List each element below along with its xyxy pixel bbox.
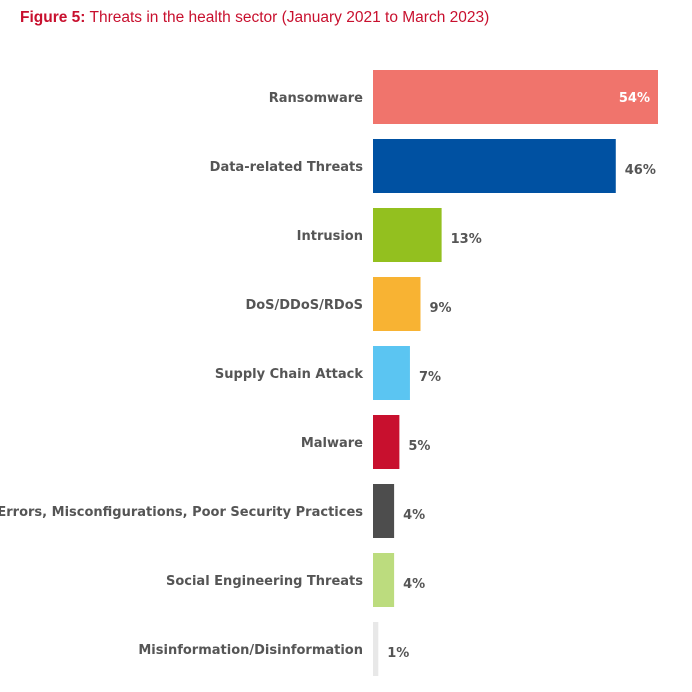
bar-data-related-threats bbox=[373, 139, 616, 193]
figure-title-text: Threats in the health sector (January 20… bbox=[89, 9, 490, 26]
bar-errors-misconfigurations-poor-security-practices bbox=[373, 484, 395, 538]
bar-malware bbox=[373, 415, 400, 469]
figure-title: Figure 5: Threats in the health sector (… bbox=[20, 9, 489, 27]
bar-ransomware bbox=[373, 70, 658, 124]
category-label-supply-chain-attack: Supply Chain Attack bbox=[215, 367, 363, 382]
category-label-intrusion: Intrusion bbox=[297, 229, 363, 244]
bar-dos-ddos-rdos bbox=[373, 277, 421, 331]
value-label-data-related-threats: 46% bbox=[625, 163, 656, 178]
value-label-malware: 5% bbox=[408, 439, 430, 454]
bar-intrusion bbox=[373, 208, 442, 262]
category-label-data-related-threats: Data-related Threats bbox=[210, 160, 364, 175]
figure-number: Figure 5: bbox=[20, 9, 86, 26]
category-label-dos-ddos-rdos: DoS/DDoS/RDoS bbox=[245, 298, 363, 313]
category-label-social-engineering-threats: Social Engineering Threats bbox=[166, 574, 363, 589]
value-label-misinformation-disinformation: 1% bbox=[387, 646, 409, 661]
bar-supply-chain-attack bbox=[373, 346, 410, 400]
category-label-misinformation-disinformation: Misinformation/Disinformation bbox=[138, 643, 363, 658]
category-label-ransomware: Ransomware bbox=[269, 91, 363, 106]
value-label-dos-ddos-rdos: 9% bbox=[430, 301, 452, 316]
category-label-malware: Malware bbox=[301, 436, 363, 451]
value-label-errors-misconfigurations-poor-security-practices: 4% bbox=[403, 508, 425, 523]
bar-social-engineering-threats bbox=[373, 553, 395, 607]
value-label-intrusion: 13% bbox=[451, 232, 482, 247]
bar-misinformation-disinformation bbox=[373, 622, 379, 676]
value-label-ransomware: 54% bbox=[619, 91, 650, 106]
value-label-supply-chain-attack: 7% bbox=[419, 370, 441, 385]
value-label-social-engineering-threats: 4% bbox=[403, 577, 425, 592]
category-label-errors-misconfigurations-poor-security-practices: Errors, Misconfigurations, Poor Security… bbox=[0, 505, 363, 520]
